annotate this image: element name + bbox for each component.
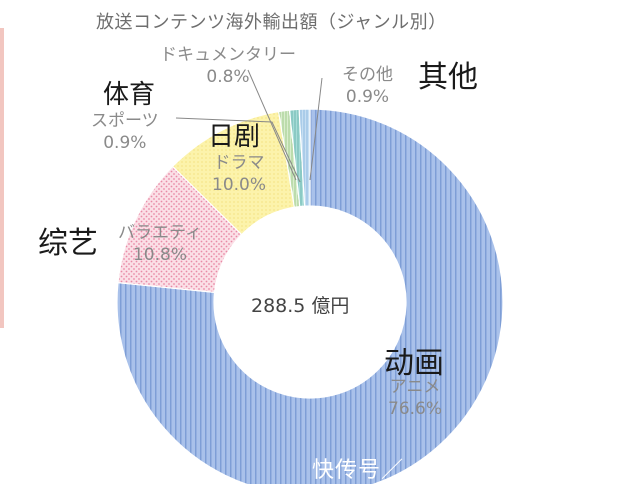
zh-label-variety: 综艺 (38, 226, 98, 261)
donut-hole (214, 206, 406, 398)
total-value: 288.5 億円 (251, 295, 350, 317)
label-variety: バラエティ 10.8% (118, 222, 202, 266)
label-variety-value: 10.8% (132, 245, 187, 265)
zh-label-sports: 体育 (103, 80, 156, 110)
label-sports: スポーツ 0.9% (91, 110, 159, 154)
leader-other (309, 77, 323, 181)
label-variety-name: バラエティ (118, 223, 202, 243)
leader-sports (175, 117, 301, 183)
label-anime-name: アニメ (389, 377, 441, 397)
leader-documentary (247, 69, 297, 181)
label-sports-name: スポーツ (91, 111, 159, 131)
label-anime: アニメ 76.6% (388, 376, 442, 420)
label-anime-value: 76.6% (388, 399, 443, 419)
label-drama: ドラマ 10.0% (212, 152, 266, 196)
zh-label-anime: 动画 (384, 346, 444, 381)
label-documentary: ドキュメンタリー 0.8% (160, 44, 296, 88)
watermark: 快传号／ (312, 458, 405, 483)
zh-label-other: 其他 (418, 60, 478, 95)
label-other-name: その他 (342, 65, 393, 85)
chart-title: 放送コンテンツ海外輸出額（ジャンル別） (96, 12, 447, 33)
label-drama-name: ドラマ (213, 153, 265, 173)
left-edge-bar (0, 28, 4, 328)
label-other: その他 0.9% (342, 64, 393, 108)
label-documentary-name: ドキュメンタリー (160, 45, 296, 65)
label-other-value: 0.9% (345, 87, 390, 107)
slice-anime (116, 108, 504, 484)
label-documentary-value: 0.8% (206, 67, 250, 87)
label-sports-value: 0.9% (103, 133, 147, 153)
label-drama-value: 10.0% (212, 175, 267, 195)
zh-label-drama: 日剧 (208, 122, 261, 152)
